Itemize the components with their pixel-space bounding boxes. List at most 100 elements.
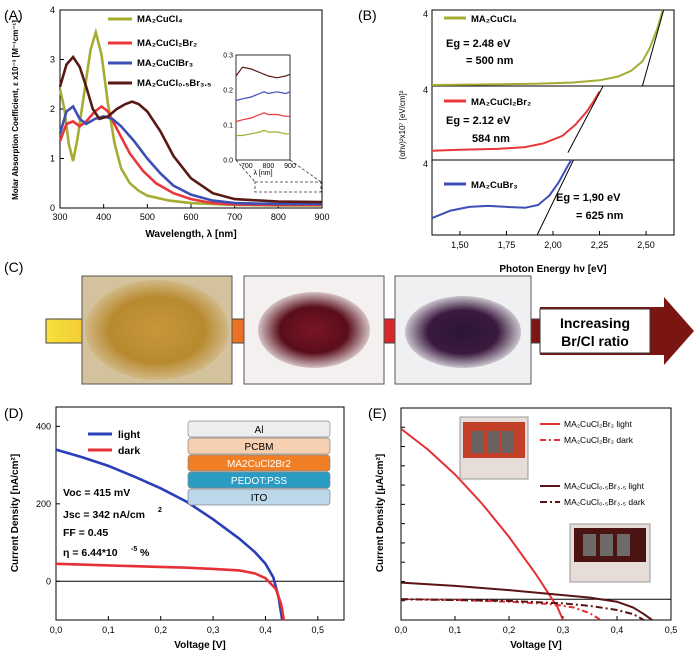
x-tick-label-a: 500 bbox=[140, 212, 155, 222]
y-tick-label-a: 3 bbox=[50, 55, 55, 65]
stack-layer-label: ITO bbox=[251, 493, 268, 504]
y-tick-label-b: 4 bbox=[423, 85, 428, 95]
panel-b: (B) 4 4 4 1,50 1,75 2,00 2,25 2,50 Photon Energ… bbox=[358, 7, 675, 275]
y-tick-label-a: 0 bbox=[50, 203, 55, 213]
arrow-text-line1: Increasing bbox=[560, 315, 630, 331]
subplot-label-cl: MA₂CuCl₄ bbox=[471, 14, 517, 25]
x-tick-label-b: 2,50 bbox=[637, 240, 655, 250]
y-axis-label-b: (αhν)²x10⁷ [eV/cm]² bbox=[398, 90, 407, 159]
param-jsc-exponent: 2 bbox=[158, 507, 162, 514]
x-tick-label-e: 0,4 bbox=[611, 625, 624, 635]
legend-label-clbr35-light: MA₂CuCl₀.₅Br₃.₅ light bbox=[564, 481, 645, 491]
x-tick-label-a: 800 bbox=[271, 212, 286, 222]
y-tick-label-a: 1 bbox=[50, 154, 55, 164]
axis-ticks-d: 0,0 0,1 0,2 0,3 0,4 0,5 0 200 400 bbox=[36, 421, 344, 635]
y-axis-label-d: Current Density [nA/cm²] bbox=[10, 454, 21, 572]
panel-a: (A) 300 400 500 600 700 800 900 0 1 2 3 4 Wavelengt… bbox=[4, 5, 330, 240]
panel-label-c: (C) bbox=[4, 259, 23, 275]
device-contact-4 bbox=[583, 534, 596, 556]
panel-label-a: (A) bbox=[4, 7, 23, 23]
y-tick-label-b: 4 bbox=[423, 159, 428, 169]
inset-y-tick-label: 0.3 bbox=[223, 53, 233, 60]
x-tick-label-b: 2,00 bbox=[544, 240, 562, 250]
inset-frame bbox=[235, 54, 291, 161]
legend-label-clbr35-dark: MA₂CuCl₀.₅Br₃.₅ dark bbox=[564, 497, 646, 507]
series-line-a-clbr35 bbox=[58, 54, 323, 204]
x-axis-label-d: Voltage [V] bbox=[174, 640, 225, 651]
param-eta-exponent: -5 bbox=[131, 546, 137, 553]
eg-nm-clbr2: 584 nm bbox=[472, 133, 510, 145]
arrow-text-line2: Br/Cl ratio bbox=[561, 333, 629, 349]
series-group-e bbox=[401, 428, 653, 620]
panel-e: (E) 0,0 0,1 0,2 0,3 0,4 0,5 Voltage [V] Curre… bbox=[368, 405, 677, 651]
panel-c: (C) Increasing Br/Cl ratio bbox=[4, 259, 694, 385]
device-stack: Al PCBM MA2CuCl2Br2 PEDOT:PSS ITO bbox=[187, 420, 331, 506]
device-contact-5 bbox=[600, 534, 613, 556]
series-group-a bbox=[58, 27, 323, 207]
red-powder-pile bbox=[258, 292, 370, 368]
y-tick-label-d: 200 bbox=[36, 499, 51, 509]
legend-label-clbr3: MA₂CuClBr₃ bbox=[137, 58, 193, 69]
device-photo-clbr2 bbox=[459, 416, 529, 480]
inset-y-tick-label: 0.1 bbox=[223, 123, 233, 130]
eg-nm-cl: = 500 nm bbox=[466, 55, 514, 67]
eg-value-cl: Eg = 2.48 eV bbox=[446, 38, 511, 50]
param-jsc: Jsc = 342 nA/cm bbox=[63, 509, 145, 521]
series-group-d bbox=[55, 448, 286, 621]
x-tick-label-e: 0,3 bbox=[557, 625, 570, 635]
yellow-powder-pile bbox=[85, 280, 229, 380]
x-tick-label-e: 0,1 bbox=[449, 625, 462, 635]
tangent-line-clbr3 bbox=[536, 160, 575, 235]
y-tick-label-a: 4 bbox=[50, 5, 55, 15]
series-line-e bbox=[401, 428, 564, 620]
x-tick-label-b: 1,50 bbox=[451, 240, 469, 250]
stack-layer bbox=[187, 488, 331, 506]
inset-x-tick-label: 800 bbox=[263, 163, 275, 170]
y-tick-label-d: 400 bbox=[36, 421, 51, 431]
x-tick-label-d: 0,5 bbox=[312, 625, 325, 635]
x-axis-label-b: Photon Energy hν [eV] bbox=[499, 264, 606, 275]
stack-layer-label: Al bbox=[255, 425, 264, 436]
x-tick-label-b: 1,75 bbox=[498, 240, 516, 250]
panel-label-e: (E) bbox=[368, 405, 387, 421]
y-tick-label-a: 2 bbox=[50, 104, 55, 114]
inset-line-clbr2 bbox=[235, 112, 290, 123]
series-line-d-dark bbox=[55, 562, 286, 621]
series-line-a-clbr2 bbox=[58, 104, 322, 207]
x-tick-label-d: 0,2 bbox=[154, 625, 167, 635]
stack-layer-label: PEDOT:PSS bbox=[231, 476, 287, 487]
legend-a: MA₂CuCl₄ MA₂CuCl₂Br₂ MA₂CuClBr₃ MA₂CuCl₀… bbox=[108, 14, 211, 89]
inset-line-cl bbox=[236, 129, 290, 137]
x-tick-label-e: 0,5 bbox=[665, 625, 678, 635]
x-tick-label-d: 0,0 bbox=[50, 625, 63, 635]
eg-nm-clbr3: = 625 nm bbox=[576, 210, 624, 222]
series-line-e bbox=[401, 581, 653, 620]
x-axis-label-a: Wavelength, λ [nm] bbox=[145, 229, 236, 240]
series-line-d-light bbox=[55, 448, 284, 621]
y-tick-label-b: 4 bbox=[423, 9, 428, 19]
tangent-line-cl bbox=[641, 10, 665, 86]
inset-connector-right bbox=[289, 159, 322, 183]
legend-label-dark: dark bbox=[118, 445, 140, 457]
inset-line-clbr35 bbox=[235, 66, 291, 79]
device-contact-2 bbox=[487, 431, 499, 453]
x-tick-label-a: 700 bbox=[227, 212, 242, 222]
x-axis-label-e: Voltage [V] bbox=[510, 640, 561, 651]
band-gap-plots: 4 4 4 1,50 1,75 2,00 2,25 2,50 bbox=[423, 9, 665, 250]
param-eta: η = 6.44*10 bbox=[63, 547, 118, 559]
series-line-a-clbr3 bbox=[58, 104, 322, 206]
x-tick-label-e: 0,2 bbox=[503, 625, 516, 635]
tangent-line-clbr2 bbox=[567, 86, 604, 153]
inset-zoom-region bbox=[254, 181, 322, 193]
stack-layer-label: MA2CuCl2Br2 bbox=[227, 459, 291, 470]
inset-y-tick-label: 0.0 bbox=[223, 158, 233, 165]
stack-layer bbox=[187, 454, 331, 472]
panel-label-d: (D) bbox=[4, 405, 23, 421]
legend-label-clbr35: MA₂CuCl₀.₅Br₃.₅ bbox=[137, 78, 211, 89]
dark-powder-pile bbox=[405, 296, 521, 368]
inset-x-tick-label: 900 bbox=[284, 163, 296, 170]
panel-d: (D) 0,0 0,1 0,2 0,3 0,4 0,5 0 200 400 Voltage [V… bbox=[4, 405, 345, 651]
plot-frame-e bbox=[400, 407, 672, 621]
param-ff: FF = 0.45 bbox=[63, 527, 108, 539]
